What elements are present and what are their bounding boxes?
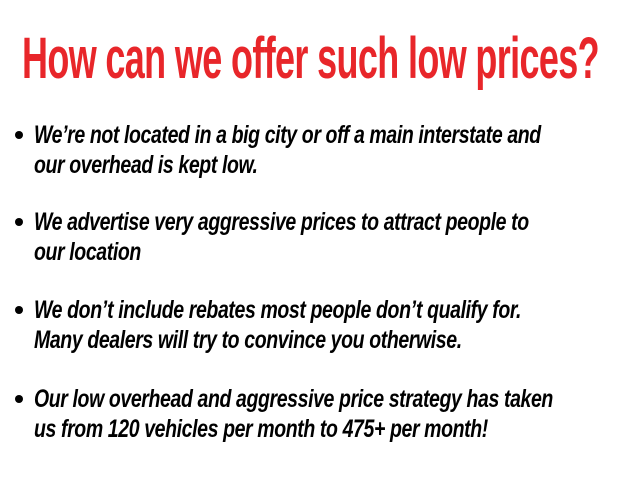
slide-title: How can we offer such low prices? xyxy=(22,26,600,91)
bullet-text: Many dealers will try to convince you ot… xyxy=(34,326,462,354)
bullet-icon xyxy=(15,131,23,139)
bullet-text: We advertise very aggressive prices to a… xyxy=(34,208,529,236)
bullet-icon xyxy=(15,395,23,403)
bullet-text: us from 120 vehicles per month to 475+ p… xyxy=(34,415,488,443)
bullet-text: Our low overhead and aggressive price st… xyxy=(34,385,553,413)
bullet-text: our location xyxy=(34,238,141,266)
bullet-icon xyxy=(15,306,23,314)
bullet-icon xyxy=(15,218,23,226)
bullet-text: We’re not located in a big city or off a… xyxy=(34,121,541,149)
bullet-text: We don’t include rebates most people don… xyxy=(34,296,522,324)
bullet-text: our overhead is kept low. xyxy=(34,151,258,179)
